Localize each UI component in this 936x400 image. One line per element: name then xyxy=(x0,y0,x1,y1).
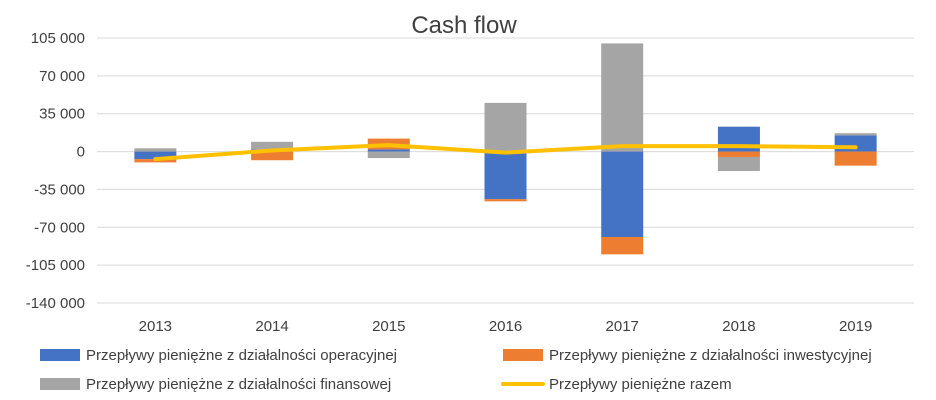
bar xyxy=(717,156,760,172)
x-tick-label: 2016 xyxy=(489,318,522,335)
y-tick-label: 35 000 xyxy=(39,106,85,123)
x-tick-label: 2015 xyxy=(372,318,405,335)
bar xyxy=(484,199,527,202)
y-tick-label: 105 000 xyxy=(31,30,85,47)
y-tick-label: 0 xyxy=(77,144,85,161)
legend: Przepływy pieniężne z działalności opera… xyxy=(40,347,872,393)
bar xyxy=(134,151,177,160)
legend-swatch xyxy=(40,378,80,390)
bar xyxy=(834,151,877,166)
legend-swatch xyxy=(40,349,80,361)
series-line xyxy=(153,143,858,162)
x-tick-label: 2017 xyxy=(606,318,639,335)
x-tick-label: 2014 xyxy=(255,318,288,335)
y-axis-ticks: 105 000 70 000 35 000 0 -35 000 -70 000 -105 0… xyxy=(26,30,85,312)
x-tick-label: 2019 xyxy=(839,318,872,335)
bar xyxy=(367,151,410,159)
bar xyxy=(601,43,644,152)
bar xyxy=(134,148,177,152)
y-tick-label: -105 000 xyxy=(26,257,85,274)
y-tick-label: -35 000 xyxy=(34,181,85,198)
legend-label: Przepływy pieniężne z działalności inwes… xyxy=(549,347,872,364)
legend-label: Przepływy pieniężne z działalności finan… xyxy=(86,376,391,393)
bar xyxy=(834,133,877,136)
legend-label: Przepływy pieniężne z działalności opera… xyxy=(86,347,397,364)
x-axis-ticks: 2013 2014 2015 2016 2017 2018 2019 xyxy=(139,318,873,335)
bar xyxy=(484,102,527,152)
bar xyxy=(601,237,644,255)
total-line xyxy=(153,143,858,162)
y-tick-label: -70 000 xyxy=(34,219,85,236)
bar xyxy=(367,149,410,152)
bar xyxy=(251,151,294,161)
bar xyxy=(251,141,294,150)
x-tick-label: 2013 xyxy=(139,318,172,335)
y-tick-label: -140 000 xyxy=(26,295,85,312)
bar xyxy=(484,151,527,200)
legend-swatch xyxy=(503,349,543,361)
bar xyxy=(717,151,760,157)
x-tick-label: 2018 xyxy=(722,318,755,335)
bars xyxy=(134,43,877,255)
bar xyxy=(601,151,644,238)
legend-label: Przepływy pieniężne razem xyxy=(549,376,732,393)
y-tick-label: 70 000 xyxy=(39,68,85,85)
chart-title: Cash flow xyxy=(411,12,517,39)
